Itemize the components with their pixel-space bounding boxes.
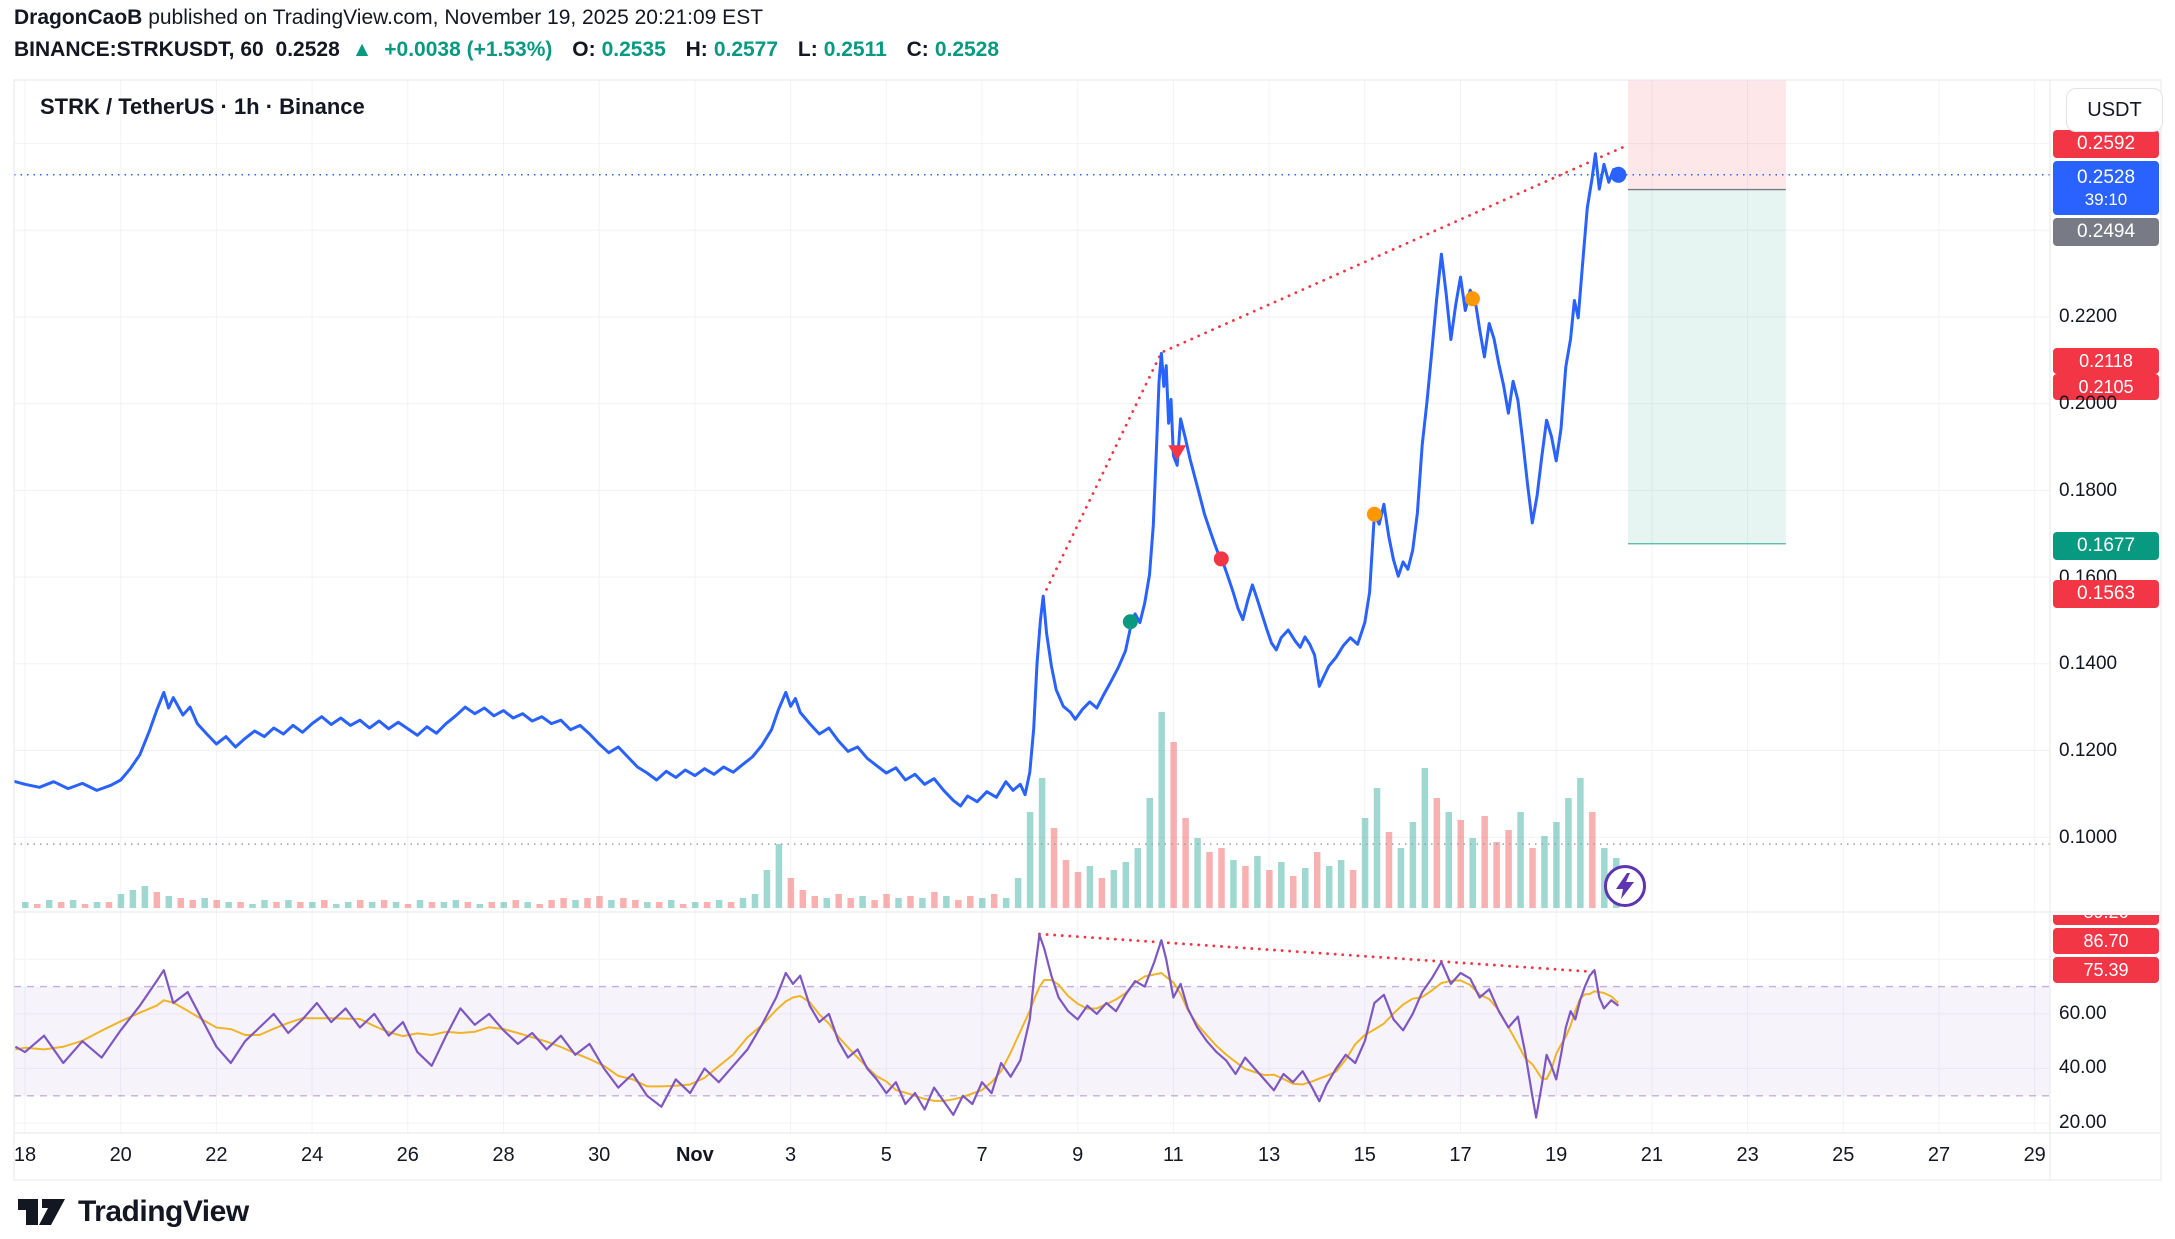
time-axis-label: 22 — [205, 1144, 228, 1166]
chart-frame — [13, 79, 2162, 1181]
last-price-chip: 0.2528 39:10 — [2053, 161, 2159, 215]
rsi-axis-label: 40.00 — [2059, 1057, 2107, 1078]
time-axis-label: 15 — [1353, 1144, 1376, 1166]
time-axis-label: 5 — [880, 1144, 892, 1166]
price-pane[interactable] — [14, 80, 2050, 908]
close-value: 0.2528 — [934, 38, 1000, 61]
price-axis-label: 0.2200 — [2059, 306, 2118, 327]
marker-dot[interactable] — [1122, 614, 1138, 630]
time-axis-label: 29 — [2023, 1144, 2046, 1166]
symbol-title[interactable]: BINANCE:STRKUSDT, 60 — [14, 38, 264, 61]
close-label: C: — [906, 38, 929, 61]
time-axis-label: 18 — [13, 1144, 37, 1166]
symbol-info-line: BINANCE:STRKUSDT, 60 0.2528 ▲ +0.0038 (+… — [14, 38, 1005, 62]
marker-dot[interactable] — [1610, 166, 1627, 183]
time-axis-label: 7 — [976, 1144, 988, 1166]
open-label: O: — [572, 38, 596, 61]
time-axis-label: Nov — [675, 1144, 714, 1166]
price-axis-label: 0.1000 — [2059, 827, 2118, 848]
lightning-boost-icon[interactable] — [1601, 862, 1649, 910]
time-axis-label: 20 — [109, 1144, 132, 1166]
gridlines — [14, 80, 2050, 1133]
trendline-rsi[interactable] — [1038, 932, 1596, 974]
publisher-name: DragonCaoB — [14, 6, 143, 29]
change-arrow-icon: ▲ — [351, 38, 373, 61]
price-axis-label: 0.2000 — [2059, 393, 2118, 414]
marker-dot[interactable] — [1366, 506, 1382, 522]
time-axis[interactable]: 18 20 22 24 26 28 30 Nov 3 5 7 9 11 13 15 17 19 21 23 25 27 2… — [0, 1133, 2175, 1180]
last-price: 0.2528 — [275, 38, 340, 61]
short-position-profit-zone[interactable] — [1627, 189, 1786, 544]
time-axis-label: 21 — [1640, 1144, 1664, 1166]
high-value: 0.2577 — [713, 38, 779, 61]
chart-legend[interactable]: STRK / TetherUS · 1h · Binance — [40, 94, 365, 119]
sell-marker-icon[interactable] — [1168, 445, 1187, 461]
target-price-chip: 0.1677 — [2053, 532, 2159, 560]
open-value: 0.2535 — [601, 38, 666, 61]
time-axis-label: 27 — [1927, 1144, 1951, 1166]
brand-name: TradingView — [78, 1195, 249, 1228]
time-axis-label: 9 — [1072, 1144, 1084, 1166]
price-line-series — [14, 152, 1620, 808]
low-value: 0.2511 — [823, 38, 887, 61]
publish-info: published on TradingView.com, November 1… — [148, 6, 764, 29]
marker-dot[interactable] — [1464, 291, 1480, 307]
price-change: +0.0038 (+1.53%) — [384, 38, 553, 61]
price-axis[interactable]: 0.2592 0.2528 39:10 0.2494 0.2200 0.2118… — [2051, 80, 2175, 1181]
rsi-ma-line — [15, 972, 1620, 1102]
time-axis-label: 28 — [492, 1144, 515, 1166]
level-chip-2: 0.2105 — [2053, 374, 2159, 400]
trendline-price-chip: 0.2592 — [2053, 130, 2159, 158]
currency-toggle-button[interactable]: USDT — [2066, 88, 2163, 132]
short-position-loss-zone[interactable] — [1627, 80, 1786, 190]
volume-bars — [22, 712, 1620, 908]
price-axis-label: 0.1200 — [2059, 740, 2118, 761]
rsi-trendline-chip: 75.39 — [2053, 957, 2159, 983]
price-axis-label: 0.1800 — [2059, 480, 2118, 501]
level-chip-1: 0.2118 — [2053, 348, 2159, 374]
low-label: L: — [797, 38, 818, 61]
bar-countdown: 39:10 — [2084, 190, 2128, 210]
rsi-peak-chip: 89.26 — [2053, 915, 2159, 925]
price-axis-label: 0.1400 — [2059, 653, 2118, 674]
tradingview-logo-glyph — [18, 1199, 65, 1225]
time-axis-label: 24 — [300, 1144, 324, 1166]
time-axis-label: 11 — [1163, 1144, 1184, 1166]
entry-price-chip: 0.2494 — [2053, 218, 2159, 246]
rsi-axis-label: 60.00 — [2059, 1003, 2107, 1024]
time-axis-label: 25 — [1832, 1144, 1855, 1166]
rsi-line — [14, 933, 1620, 1119]
rsi-axis-label: 20.00 — [2059, 1112, 2107, 1133]
time-axis-label: 30 — [588, 1144, 611, 1166]
level-chip-3: 0.1563 — [2053, 580, 2159, 608]
time-axis-label: 17 — [1449, 1144, 1472, 1166]
time-axis-label: 3 — [785, 1144, 797, 1166]
marker-dot[interactable] — [1213, 551, 1229, 567]
publish-info-line: DragonCaoB published on TradingView.com,… — [14, 6, 763, 30]
rsi-pane[interactable] — [14, 932, 2050, 1119]
tradingview-logo[interactable]: TradingView — [16, 1192, 249, 1232]
high-label: H: — [685, 38, 708, 61]
trendline-price[interactable] — [1041, 145, 1625, 598]
time-axis-label: 19 — [1545, 1144, 1568, 1166]
time-axis-label: 26 — [396, 1144, 419, 1166]
rsi-peak-chip: 86.70 — [2053, 928, 2159, 954]
time-axis-label: 23 — [1736, 1144, 1759, 1166]
time-axis-label: 13 — [1257, 1144, 1281, 1166]
rsi-axis[interactable]: 89.26 86.70 75.39 — [2051, 915, 2175, 1135]
